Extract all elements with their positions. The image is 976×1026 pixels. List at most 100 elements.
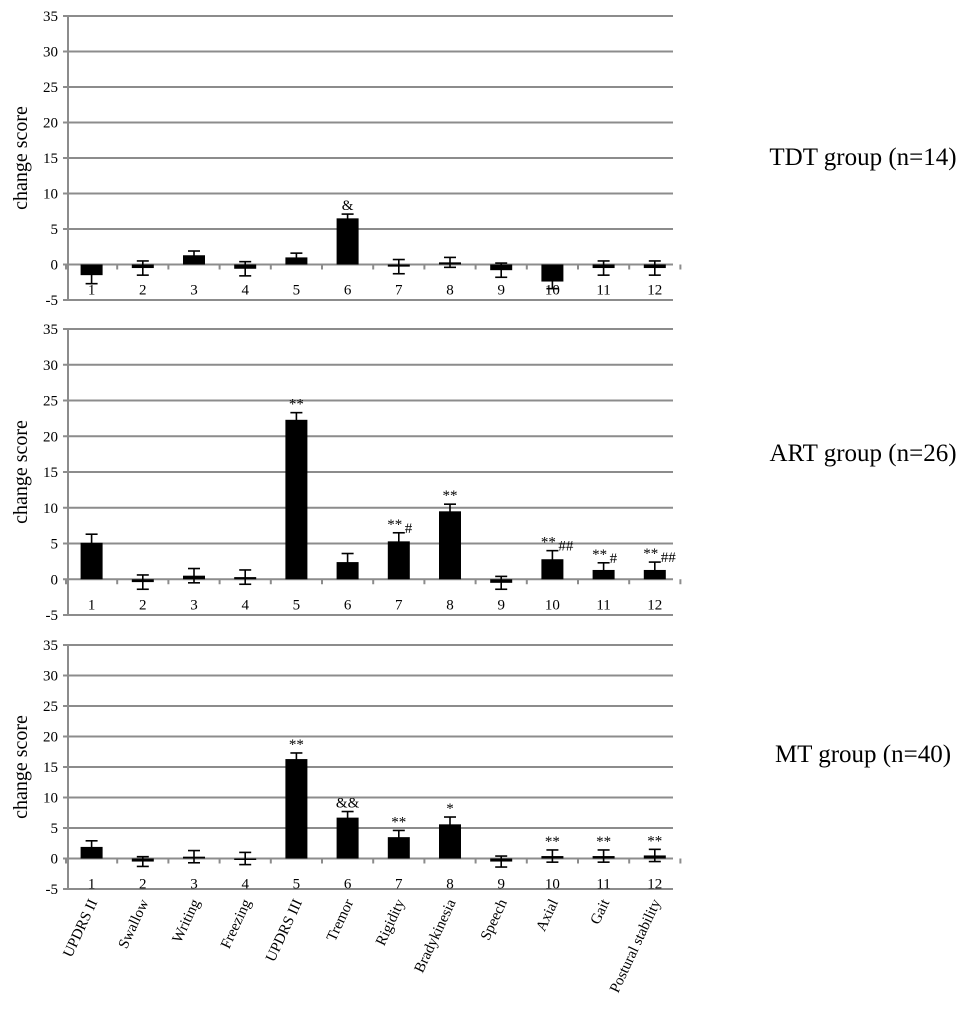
bar-number-label: 4 (241, 283, 249, 299)
y-tick-label: 30 (43, 669, 58, 685)
y-tick-label: 20 (43, 116, 58, 132)
y-tick-label: -5 (46, 882, 59, 898)
bar-number-label: 5 (293, 877, 301, 893)
category-label: Rigidity (373, 896, 408, 948)
panel-title: TDT group (n=14) (769, 144, 956, 171)
bar-number-label: 12 (647, 877, 662, 893)
significance-marker: ** (391, 814, 406, 830)
significance-marker-suffix: ## (661, 550, 677, 566)
y-tick-label: 0 (51, 572, 59, 588)
bar-10 (541, 264, 564, 282)
significance-marker: ** (647, 833, 662, 849)
bar-number-label: 10 (545, 283, 560, 299)
bar-6 (336, 817, 359, 859)
bar-number-label: 8 (446, 283, 454, 299)
bar-number-label: 11 (596, 877, 610, 893)
bar-number-label: 7 (395, 597, 403, 613)
bar-number-label: 6 (344, 597, 352, 613)
bar-number-label: 2 (139, 283, 147, 299)
bar-number-label: 2 (139, 877, 147, 893)
bar-number-label: 3 (190, 877, 198, 893)
bar-number-label: 5 (293, 283, 301, 299)
category-label: Swallow (116, 897, 153, 951)
y-tick-label: 5 (51, 537, 59, 553)
y-tick-label: 10 (43, 791, 58, 807)
y-tick-label: 30 (43, 358, 58, 374)
category-label: Writing (170, 896, 204, 945)
y-tick-label: 30 (43, 45, 58, 61)
y-tick-label: 0 (51, 852, 59, 868)
bar-8 (439, 824, 461, 859)
category-label: Tremor (324, 897, 357, 944)
y-tick-label: 35 (43, 322, 58, 338)
y-tick-label: 5 (51, 821, 59, 837)
significance-marker: && (336, 796, 360, 812)
bar-number-label: 8 (446, 877, 454, 893)
bar-6 (336, 218, 359, 265)
bar-number-label: 11 (596, 283, 610, 299)
y-tick-label: 5 (51, 222, 59, 238)
y-tick-label: 25 (43, 80, 58, 96)
category-label: Axial (533, 897, 562, 934)
bar-number-label: 6 (344, 283, 352, 299)
y-tick-label: 20 (43, 429, 58, 445)
bar-number-label: 3 (190, 283, 198, 299)
bar-number-label: 8 (446, 597, 454, 613)
y-tick-label: 10 (43, 501, 58, 517)
y-tick-label: 15 (43, 151, 58, 167)
significance-marker: ** (387, 517, 402, 533)
y-tick-label: -5 (46, 293, 59, 309)
bar-number-label: 1 (88, 597, 96, 613)
bar-10 (541, 559, 564, 580)
significance-marker: ** (596, 834, 611, 850)
bar-number-label: 3 (190, 597, 198, 613)
bar-number-label: 4 (241, 877, 249, 893)
bar-number-label: 9 (497, 597, 505, 613)
bar-number-label: 12 (647, 597, 662, 613)
significance-marker: ** (289, 397, 304, 413)
bar-number-label: 1 (88, 877, 96, 893)
panel-title: ART group (n=26) (769, 440, 956, 467)
bar-number-label: 9 (497, 877, 505, 893)
y-tick-label: 35 (43, 9, 58, 25)
bar-number-label: 7 (395, 283, 403, 299)
y-axis-label: change score (10, 420, 32, 524)
bar-number-label: 10 (545, 597, 560, 613)
y-tick-label: 10 (43, 187, 58, 203)
bar-number-label: 1 (88, 283, 96, 299)
bar-8 (439, 511, 461, 580)
bar-number-label: 5 (293, 597, 301, 613)
bar-5 (285, 759, 308, 859)
bar-number-label: 7 (395, 877, 403, 893)
significance-marker: ** (643, 546, 658, 562)
bar-number-label: 10 (545, 877, 560, 893)
significance-marker: & (342, 198, 354, 214)
bar-number-label: 4 (241, 597, 249, 613)
category-label: Gait (588, 896, 614, 927)
bar-7 (387, 541, 410, 580)
bar-number-label: 12 (647, 283, 662, 299)
significance-marker: ** (541, 535, 556, 551)
y-tick-label: 20 (43, 730, 58, 746)
category-label: Speech (478, 896, 511, 942)
bar-number-label: 11 (596, 597, 610, 613)
category-label: UPDRS III (263, 897, 306, 965)
y-tick-label: 35 (43, 638, 58, 654)
category-label: Postural stability (607, 896, 665, 995)
bar-number-label: 9 (497, 283, 505, 299)
significance-marker-suffix: # (610, 551, 618, 567)
category-label: Bradykinesia (412, 897, 460, 976)
y-tick-label: 25 (43, 699, 58, 715)
significance-marker: * (446, 801, 454, 817)
significance-marker-suffix: # (405, 521, 413, 537)
category-label: Freezing (218, 896, 255, 951)
bar-7 (387, 837, 410, 859)
y-axis-label: change score (10, 715, 32, 819)
y-tick-label: 15 (43, 465, 58, 481)
significance-marker: ** (443, 488, 458, 504)
y-tick-label: 0 (51, 258, 59, 274)
